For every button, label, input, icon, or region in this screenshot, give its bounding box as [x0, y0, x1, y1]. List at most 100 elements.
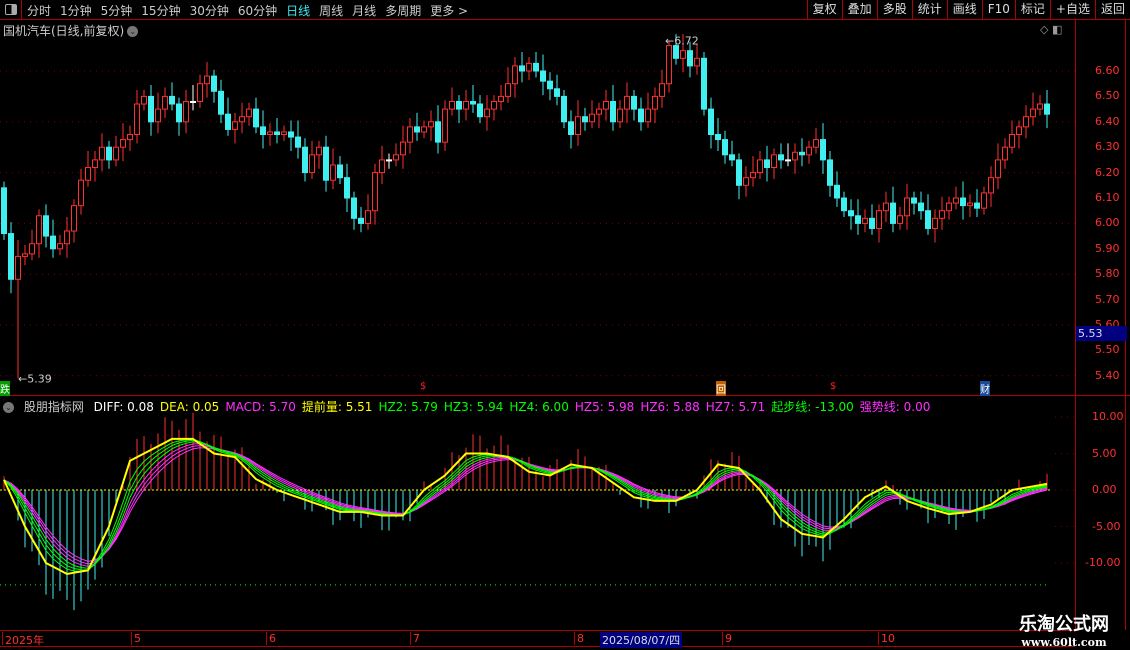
candle-body [729, 154, 735, 161]
candle-body [295, 136, 301, 148]
hz-line [3, 441, 1048, 569]
event-marker[interactable]: 回 [716, 381, 726, 396]
candle-body [400, 141, 406, 156]
candle-body [561, 95, 567, 123]
candle [1009, 120, 1015, 154]
layout-toggle-button[interactable] [0, 0, 22, 19]
period-tab[interactable]: 周线 [319, 4, 344, 18]
candle [309, 140, 315, 179]
toolbar-button[interactable]: 统计 [911, 0, 947, 19]
candle-body [925, 210, 931, 229]
candle-body [344, 177, 350, 199]
candle-body [715, 134, 721, 141]
period-tabs: 分时 1分钟 5分钟 15分钟 30分钟 60分钟 日线 周线 月线 多周期 更多 > [27, 2, 468, 19]
toolbar-button[interactable]: 叠加 [841, 0, 877, 19]
candle-body [407, 126, 413, 143]
candle [169, 82, 175, 111]
candle [960, 181, 966, 220]
candle-body [1037, 103, 1043, 110]
candle-body [183, 100, 189, 123]
period-tab[interactable]: 5分钟 [100, 4, 133, 18]
candle-body [50, 235, 56, 250]
period-tab[interactable]: 分时 [27, 4, 52, 18]
candle-body [540, 70, 546, 82]
candle-body [673, 45, 679, 59]
period-tab[interactable]: 30分钟 [189, 4, 229, 18]
candle-body [351, 197, 357, 219]
indicator-tick: 0.00 [1092, 483, 1117, 496]
candle-body [64, 230, 70, 245]
period-tab[interactable]: 1分钟 [60, 4, 92, 18]
toolbar-button[interactable]: F10 [981, 0, 1015, 19]
stock-title: 国机汽车(日线,前复权) [3, 24, 125, 38]
candle [78, 168, 84, 215]
candle [428, 110, 434, 141]
candle [29, 229, 35, 261]
candle [722, 130, 728, 164]
period-tab[interactable]: 日线 [286, 4, 311, 18]
candle-body [953, 197, 959, 204]
candle-body [820, 139, 826, 161]
candle-body [8, 233, 14, 280]
event-marker[interactable]: 跌 [0, 381, 10, 396]
candle-body [421, 126, 427, 133]
candle-body [239, 116, 245, 123]
candle-body [288, 131, 294, 138]
candle-body [883, 202, 889, 212]
candle [631, 90, 637, 121]
candle [85, 151, 91, 187]
toolbar-button[interactable]: 多股 [876, 0, 912, 19]
candle-body [547, 80, 553, 90]
candle [526, 57, 532, 80]
candle [855, 199, 861, 235]
watermark-title: 乐淘公式网 [1019, 614, 1109, 635]
toolbar-button[interactable]: 复权 [806, 0, 842, 19]
period-tab[interactable]: 60分钟 [237, 4, 278, 18]
event-marker[interactable]: $ [420, 381, 427, 392]
candle-body [862, 217, 868, 224]
candle [995, 143, 1001, 190]
candle [344, 163, 350, 212]
candle-body [981, 192, 987, 209]
toolbar-button[interactable]: 标记 [1014, 0, 1050, 19]
candle [379, 145, 385, 185]
indicator-name[interactable]: 股朋指标网 [23, 400, 84, 414]
panel-icon[interactable]: ◧ [1051, 23, 1063, 36]
candle [757, 151, 763, 179]
chart-title[interactable]: 国机汽车(日线,前复权) ⌄ [3, 22, 139, 39]
candle [575, 100, 581, 146]
chevron-down-icon[interactable]: ⌄ [3, 402, 14, 413]
candle-body [932, 217, 938, 229]
candle [113, 135, 119, 167]
candle [813, 128, 819, 154]
event-marker[interactable]: 财 [980, 381, 990, 396]
candle [764, 145, 770, 182]
toolbar-button[interactable]: 画线 [946, 0, 982, 19]
period-tab[interactable]: 更多 > [430, 4, 469, 18]
candle-body [848, 210, 854, 217]
candle-body [57, 243, 63, 250]
candle [785, 143, 791, 167]
toolbar-button[interactable]: +自选 [1049, 0, 1095, 19]
candle [778, 143, 784, 169]
candle-body [134, 103, 140, 135]
candle [589, 100, 595, 129]
chevron-down-icon[interactable]: ⌄ [127, 26, 139, 37]
candle-body [512, 65, 518, 85]
candle-body [232, 121, 238, 130]
price-tick: 6.60 [1095, 64, 1120, 77]
chart-tools: ◇ ◧ [1040, 23, 1062, 36]
toolbar-button[interactable]: 返回 [1094, 0, 1130, 19]
candle-body [267, 131, 273, 136]
candle-body [141, 95, 147, 105]
candle [897, 206, 903, 230]
diamond-icon[interactable]: ◇ [1040, 23, 1049, 36]
period-tab[interactable]: 多周期 [385, 4, 422, 18]
indicator-value: 提前量: 5.51 [301, 400, 373, 414]
period-tab[interactable]: 15分钟 [141, 4, 181, 18]
top-toolbar: 分时 1分钟 5分钟 15分钟 30分钟 60分钟 日线 周线 月线 多周期 更多 > 复权 叠加 多股… [0, 0, 1130, 20]
period-tab[interactable]: 月线 [352, 4, 377, 18]
event-marker[interactable]: $ [830, 381, 837, 392]
date-tick: 7 [410, 632, 420, 645]
